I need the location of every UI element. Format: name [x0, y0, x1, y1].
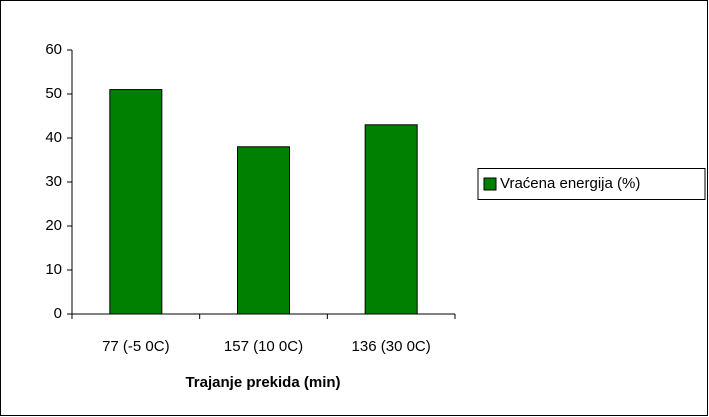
- legend-swatch: [483, 177, 497, 191]
- y-tick-label: 50: [45, 85, 62, 102]
- y-tick-label: 20: [45, 217, 62, 234]
- y-tick-label: 30: [45, 173, 62, 190]
- bar: [109, 89, 163, 315]
- bar: [237, 146, 290, 315]
- x-tick-label: 77 (-5 0C): [102, 338, 170, 355]
- legend-label: Vraćena energija (%): [500, 175, 640, 192]
- legend-box: [477, 168, 706, 200]
- x-tick-label: 136 (30 0C): [352, 338, 431, 355]
- y-tick-label: 10: [45, 261, 62, 278]
- y-tick-label: 40: [45, 129, 62, 146]
- y-tick-label: 60: [45, 41, 62, 58]
- y-tick-label: 0: [54, 305, 62, 322]
- x-tick-label: 157 (10 0C): [224, 338, 303, 355]
- x-axis-label: Trajanje prekida (min): [185, 374, 340, 391]
- bar: [364, 124, 418, 315]
